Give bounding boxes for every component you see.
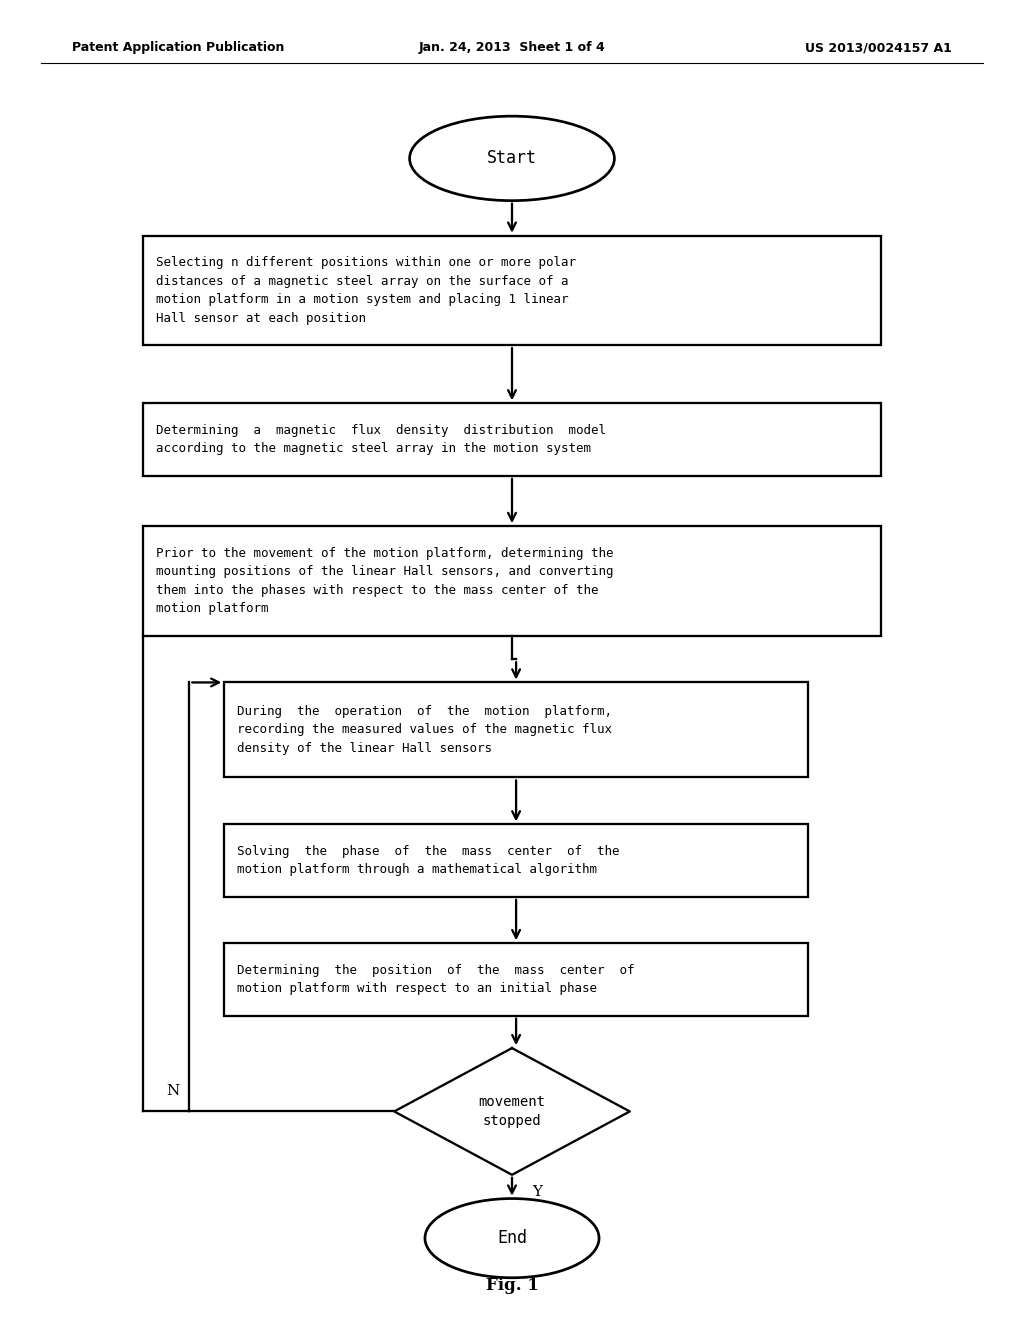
Text: Start: Start	[487, 149, 537, 168]
Text: Y: Y	[532, 1185, 543, 1200]
Text: Solving  the  phase  of  the  mass  center  of  the
motion platform through a ma: Solving the phase of the mass center of …	[237, 845, 620, 876]
Text: Selecting n different positions within one or more polar
distances of a magnetic: Selecting n different positions within o…	[156, 256, 575, 325]
Text: US 2013/0024157 A1: US 2013/0024157 A1	[806, 41, 952, 54]
Ellipse shape	[410, 116, 614, 201]
Bar	[143, 525, 881, 635]
Ellipse shape	[425, 1199, 599, 1278]
Bar	[224, 682, 808, 777]
Polygon shape	[394, 1048, 630, 1175]
Bar	[224, 824, 808, 898]
Text: Fig. 1: Fig. 1	[485, 1276, 539, 1294]
Text: During  the  operation  of  the  motion  platform,
recording the measured values: During the operation of the motion platf…	[237, 705, 611, 755]
Text: Prior to the movement of the motion platform, determining the
mounting positions: Prior to the movement of the motion plat…	[156, 546, 613, 615]
Bar	[143, 403, 881, 475]
Text: movement
stopped: movement stopped	[478, 1096, 546, 1127]
Text: Determining  the  position  of  the  mass  center  of
motion platform with respe: Determining the position of the mass cen…	[237, 964, 634, 995]
Text: Determining  a  magnetic  flux  density  distribution  model
according to the ma: Determining a magnetic flux density dist…	[156, 424, 605, 455]
Text: End: End	[497, 1229, 527, 1247]
Bar	[143, 235, 881, 345]
Bar	[224, 942, 808, 1016]
Text: N: N	[166, 1084, 179, 1098]
Text: Jan. 24, 2013  Sheet 1 of 4: Jan. 24, 2013 Sheet 1 of 4	[419, 41, 605, 54]
Text: Patent Application Publication: Patent Application Publication	[72, 41, 284, 54]
